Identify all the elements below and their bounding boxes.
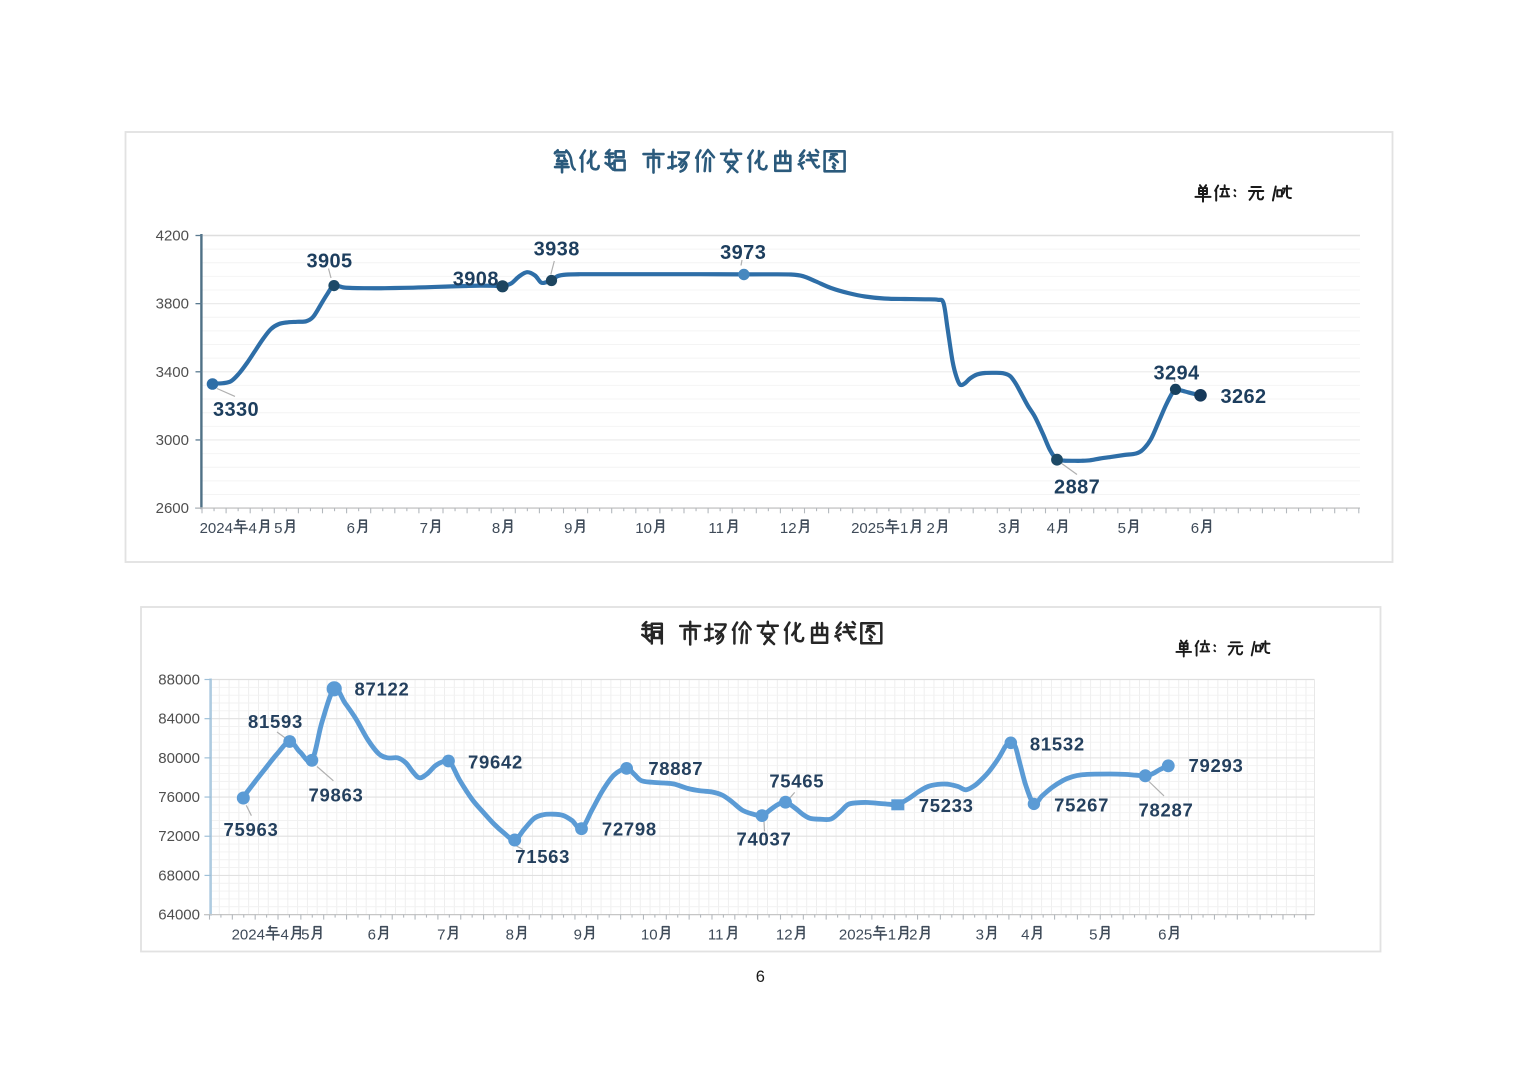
svg-text:78287: 78287 — [1139, 799, 1194, 820]
svg-text:5: 5 — [301, 927, 309, 944]
svg-text:3800: 3800 — [156, 296, 189, 313]
svg-text:81532: 81532 — [1030, 734, 1085, 755]
svg-text:74037: 74037 — [737, 829, 792, 850]
svg-text:64000: 64000 — [158, 907, 200, 924]
svg-text:3000: 3000 — [156, 432, 189, 449]
svg-text:79863: 79863 — [309, 784, 364, 805]
svg-text:5: 5 — [1118, 520, 1126, 537]
svg-text:2025: 2025 — [839, 927, 872, 944]
svg-text:9: 9 — [564, 520, 572, 537]
svg-text:75465: 75465 — [769, 771, 824, 792]
svg-text:75267: 75267 — [1054, 795, 1109, 816]
svg-text:3262: 3262 — [1220, 386, 1266, 408]
svg-text:75963: 75963 — [224, 819, 279, 840]
svg-text:81593: 81593 — [248, 711, 303, 732]
svg-text:11: 11 — [708, 927, 724, 944]
svg-text:3938: 3938 — [534, 238, 580, 260]
svg-text:2600: 2600 — [156, 500, 189, 517]
svg-text:1: 1 — [900, 520, 908, 537]
svg-text:6: 6 — [368, 927, 376, 944]
svg-text:6: 6 — [1158, 927, 1166, 944]
svg-text:1: 1 — [888, 927, 896, 944]
svg-text:2024: 2024 — [232, 927, 265, 944]
svg-text:2: 2 — [909, 927, 917, 944]
svg-text:10: 10 — [635, 520, 652, 537]
svg-text:7: 7 — [420, 520, 428, 537]
svg-text:12: 12 — [776, 927, 793, 944]
svg-text:9: 9 — [574, 927, 582, 944]
svg-text:4: 4 — [1047, 520, 1055, 537]
svg-text:4: 4 — [1021, 927, 1029, 944]
svg-text:2024: 2024 — [200, 520, 233, 537]
svg-text:5: 5 — [274, 520, 282, 537]
svg-text:3973: 3973 — [720, 242, 766, 264]
svg-text:6: 6 — [756, 968, 765, 986]
svg-text:68000: 68000 — [158, 867, 200, 884]
svg-text:2887: 2887 — [1054, 476, 1100, 498]
svg-text:80000: 80000 — [158, 750, 200, 767]
svg-text:79293: 79293 — [1189, 755, 1244, 776]
svg-text:71563: 71563 — [515, 846, 570, 867]
svg-text:11: 11 — [708, 520, 724, 537]
svg-text:3: 3 — [998, 520, 1006, 537]
svg-text:75233: 75233 — [919, 795, 974, 816]
svg-text:7: 7 — [437, 927, 445, 944]
svg-text:6: 6 — [347, 520, 355, 537]
svg-text:4: 4 — [249, 520, 257, 537]
svg-text:6: 6 — [1191, 520, 1199, 537]
svg-text:12: 12 — [780, 520, 797, 537]
svg-text:72000: 72000 — [158, 828, 200, 845]
svg-text:3294: 3294 — [1153, 363, 1200, 385]
svg-text:2025: 2025 — [851, 520, 884, 537]
svg-text:8: 8 — [506, 927, 514, 944]
svg-text:3905: 3905 — [306, 250, 352, 272]
svg-text:10: 10 — [641, 927, 658, 944]
svg-text:3400: 3400 — [156, 364, 189, 381]
svg-text:88000: 88000 — [158, 672, 200, 689]
svg-text:3: 3 — [976, 927, 984, 944]
svg-text:8: 8 — [492, 520, 500, 537]
svg-text:3330: 3330 — [213, 399, 259, 421]
svg-text:87122: 87122 — [355, 678, 410, 699]
svg-text:72798: 72798 — [602, 818, 657, 839]
svg-text:2: 2 — [927, 520, 935, 537]
svg-text:84000: 84000 — [158, 711, 200, 728]
svg-text:3908: 3908 — [453, 269, 499, 291]
svg-text:4: 4 — [281, 927, 289, 944]
svg-text:5: 5 — [1089, 927, 1097, 944]
svg-text:4200: 4200 — [156, 228, 189, 245]
svg-text:76000: 76000 — [158, 789, 200, 806]
svg-text:78887: 78887 — [648, 758, 703, 779]
svg-text:79642: 79642 — [468, 752, 523, 773]
